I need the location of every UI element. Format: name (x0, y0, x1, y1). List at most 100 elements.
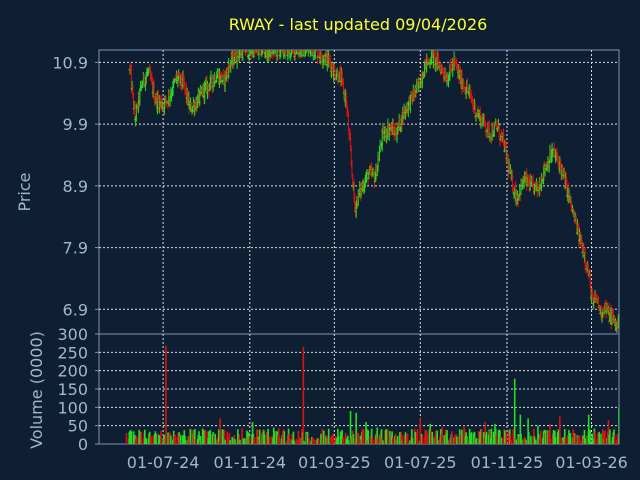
volume-bar (599, 433, 601, 444)
volume-bar (308, 438, 310, 444)
volume-bar (239, 439, 241, 444)
volume-bar (327, 428, 330, 444)
volume-bar (365, 429, 368, 444)
volume-bar (505, 432, 508, 444)
volume-bar (489, 430, 491, 444)
price-bar (276, 44, 279, 49)
price-bar (254, 50, 256, 51)
volume-bar (288, 433, 291, 444)
volume-bar (544, 430, 547, 444)
price-bar (278, 50, 280, 53)
price-bar (287, 50, 290, 59)
volume-bar (346, 435, 349, 444)
volume-bar (268, 437, 271, 444)
volume-bar (313, 438, 315, 444)
volume-bar (470, 432, 473, 444)
price-bar (281, 50, 283, 52)
volume-bar (380, 429, 383, 444)
volume-bar (206, 431, 209, 444)
price-bar (301, 40, 304, 49)
volume-bar (419, 418, 422, 444)
volume-bar (273, 431, 276, 444)
price-bar (286, 50, 289, 61)
volume-bar (214, 433, 217, 444)
price-bar (285, 42, 288, 48)
volume-bar (597, 433, 599, 444)
volume-bar (248, 436, 251, 444)
volume-bar (436, 430, 439, 444)
volume-bar (609, 429, 611, 444)
volume-bar (160, 430, 162, 444)
volume-bar (337, 436, 340, 444)
volume-bar (263, 434, 266, 444)
x-tick-label: 01-03-25 (298, 453, 371, 472)
volume-bar (362, 428, 365, 444)
price-bar (305, 41, 308, 50)
price-bar (264, 50, 267, 58)
volume-bar (528, 431, 530, 444)
volume-bar (519, 414, 522, 444)
price-bar (252, 50, 255, 58)
volume-bar (431, 431, 434, 444)
volume-bar (456, 436, 458, 444)
volume-bar (578, 435, 581, 444)
x-tick-label: 01-11-24 (213, 453, 286, 472)
price-plot-frame (98, 49, 620, 335)
price-axis-label: Price (15, 172, 34, 211)
volume-bar (461, 429, 463, 444)
volume-bar (392, 437, 394, 444)
price-bar (257, 50, 260, 61)
volume-bar (527, 418, 529, 444)
volume-bar (416, 429, 419, 444)
price-bar (307, 50, 310, 51)
volume-bar (228, 433, 231, 444)
volume-bar (446, 430, 448, 444)
volume-bar (601, 429, 604, 444)
volume-axis-label: Volume (0000) (27, 331, 46, 449)
volume-bar (302, 346, 305, 444)
volume-tick-label: 150 (57, 380, 88, 399)
volume-bar (135, 435, 138, 444)
volume-bar (563, 429, 566, 444)
price-bar (311, 50, 314, 54)
price-bar (260, 50, 263, 55)
price-tick-label: 6.9 (63, 300, 88, 319)
volume-bar (411, 429, 413, 444)
volume-bar (492, 431, 495, 444)
price-bar (238, 50, 241, 59)
volume-bar (510, 439, 512, 444)
volume-bar (224, 439, 226, 444)
volume-tick-label: 50 (68, 417, 88, 436)
price-bar (300, 50, 303, 58)
volume-bar (158, 435, 161, 444)
volume-bar (583, 429, 586, 444)
volume-bar (391, 431, 393, 444)
volume-bar (318, 438, 320, 444)
price-bar (273, 50, 275, 54)
volume-bar (143, 429, 146, 444)
volume-bar (574, 433, 577, 444)
volume-bar (473, 431, 476, 444)
volume-bar (509, 434, 512, 444)
volume-bar (278, 436, 281, 444)
x-tick-label: 01-07-24 (127, 453, 200, 472)
volume-bar (189, 429, 192, 444)
volume-bar (404, 432, 407, 444)
volume-bar (535, 439, 537, 444)
volume-bar (589, 429, 591, 444)
volume-bar (594, 431, 596, 444)
volume-bar (549, 423, 551, 444)
volume-bar (347, 440, 350, 444)
volume-bar (349, 411, 352, 444)
volume-bar (564, 437, 567, 444)
volume-bar (591, 433, 594, 444)
volume-bar (234, 439, 236, 444)
price-bar (306, 50, 309, 57)
volume-bar (554, 437, 557, 444)
volume-bar (219, 418, 221, 444)
volume-bar (292, 431, 295, 444)
volume-bar (341, 429, 343, 444)
volume-bar (229, 440, 231, 444)
